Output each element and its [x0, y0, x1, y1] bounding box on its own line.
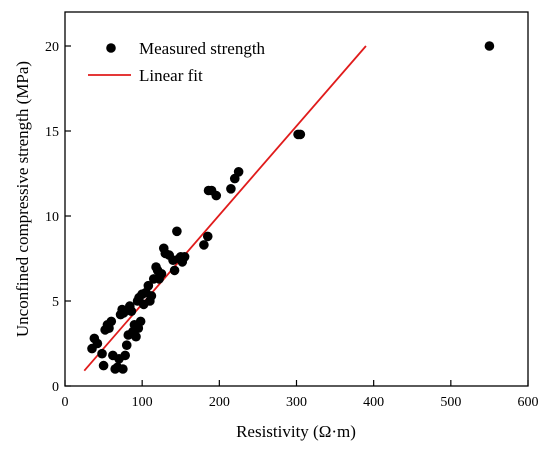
data-point [97, 348, 107, 359]
legend-label-fit: Linear fit [139, 66, 203, 85]
x-tick-label: 500 [440, 395, 461, 410]
data-point [226, 184, 236, 194]
y-axis-title: Unconfined compressive strength (MPa) [13, 61, 32, 337]
data-point [143, 280, 154, 291]
data-point [169, 265, 180, 276]
data-point [199, 240, 209, 250]
y-tick-label: 0 [52, 380, 59, 395]
data-point [211, 190, 222, 201]
x-tick-label: 100 [132, 395, 153, 410]
data-point [233, 167, 244, 177]
y-tick-label: 10 [45, 210, 59, 225]
x-axis: 0 100 200 300 400 500 600 [62, 380, 539, 410]
y-tick-label: 20 [45, 40, 59, 55]
data-point [92, 338, 103, 349]
data-point [179, 251, 190, 262]
data-point [106, 316, 117, 327]
legend: Measured strength Linear fit [88, 39, 266, 85]
x-tick-label: 600 [518, 395, 539, 410]
data-point [118, 308, 129, 318]
data-point [484, 41, 495, 51]
x-tick-label: 200 [209, 395, 230, 410]
fit-line-layer [83, 45, 367, 372]
data-point [121, 340, 132, 351]
data-point [126, 306, 137, 317]
data-point [118, 364, 128, 374]
data-point [295, 129, 306, 140]
y-tick-label: 5 [52, 295, 59, 310]
data-point [156, 269, 167, 279]
data-point [120, 350, 130, 361]
scatter-layer [87, 41, 495, 374]
legend-marker-measured [106, 43, 116, 53]
data-point [98, 360, 109, 371]
legend-label-measured: Measured strength [139, 39, 266, 58]
y-tick-label: 15 [45, 125, 59, 140]
x-tick-label: 300 [286, 395, 307, 410]
data-point [146, 291, 157, 301]
data-point [131, 331, 141, 342]
y-axis: 0 5 10 15 20 [45, 40, 71, 395]
data-point [172, 226, 182, 237]
x-tick-label: 400 [363, 395, 384, 410]
data-point [135, 316, 146, 327]
data-point [202, 231, 213, 242]
x-tick-label: 0 [62, 395, 69, 410]
x-axis-title: Resistivity (Ω·m) [236, 422, 356, 441]
fit-line [83, 45, 367, 372]
